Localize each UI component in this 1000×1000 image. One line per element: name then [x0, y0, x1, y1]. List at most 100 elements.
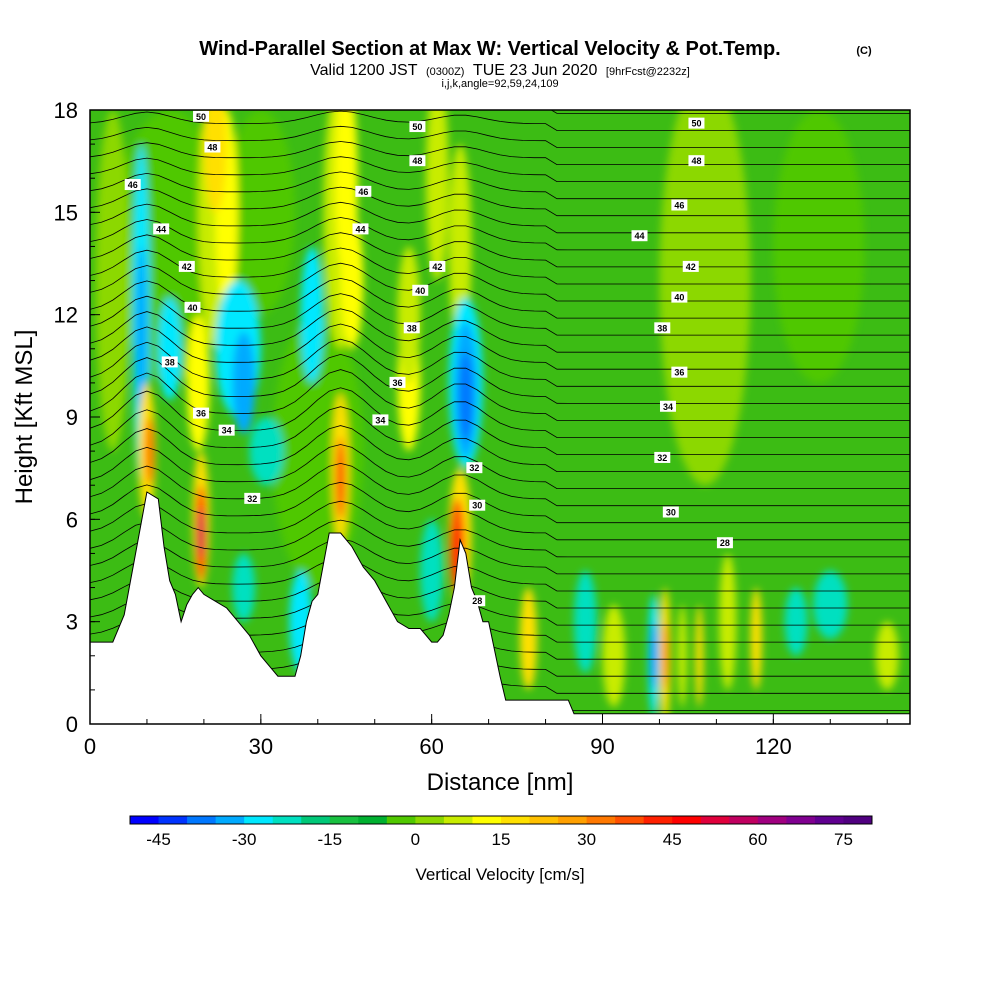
velocity-cell: [336, 437, 345, 520]
theta-label: 34: [218, 424, 235, 436]
theta-label: 36: [389, 376, 406, 388]
theta-label: 40: [184, 301, 201, 313]
colorbar-tick-label: -30: [232, 830, 257, 849]
svg-text:36: 36: [674, 368, 684, 378]
colorbar-swatch: [415, 816, 445, 824]
colorbar-swatch: [187, 816, 217, 824]
colorbar-swatch: [329, 816, 359, 824]
velocity-cell: [198, 509, 204, 557]
theta-contour: [90, 425, 910, 472]
colorbar-tick-label: 30: [577, 830, 596, 849]
theta-contour: [90, 338, 910, 387]
colorbar-tick-label: -15: [317, 830, 342, 849]
theta-label: 48: [204, 141, 221, 153]
y-tick-label: 12: [54, 303, 78, 328]
svg-text:40: 40: [415, 286, 425, 296]
forecast-info: [9hrFcst@2232z]: [606, 66, 690, 78]
theta-label: 44: [352, 223, 369, 235]
colorbar-swatch: [729, 816, 759, 824]
theta-label: 48: [688, 155, 705, 167]
chart-title: Wind-Parallel Section at Max W: Vertical…: [199, 38, 780, 60]
y-tick-label: 3: [66, 610, 78, 635]
svg-text:40: 40: [674, 293, 684, 303]
theta-label: 36: [193, 407, 210, 419]
svg-text:46: 46: [674, 201, 684, 211]
theta-label: 46: [355, 185, 372, 197]
velocity-cell: [519, 587, 538, 690]
colorbar-swatch: [757, 816, 787, 824]
svg-text:32: 32: [247, 494, 257, 504]
x-tick-label: 60: [419, 734, 443, 759]
svg-text:46: 46: [358, 187, 368, 197]
svg-text:36: 36: [196, 409, 206, 419]
x-axis-label: Distance [nm]: [427, 769, 574, 796]
theta-contour: [90, 156, 910, 182]
svg-text:44: 44: [635, 231, 645, 241]
velocity-cell: [226, 110, 295, 315]
svg-text:50: 50: [691, 119, 701, 129]
velocity-cell: [232, 553, 256, 622]
x-tick-label: 120: [755, 734, 792, 759]
velocity-cell: [695, 604, 704, 707]
colorbar-swatch: [301, 816, 331, 824]
svg-text:28: 28: [720, 538, 730, 548]
svg-text:28: 28: [472, 596, 482, 606]
y-tick-label: 18: [54, 98, 78, 123]
theta-label: 40: [671, 291, 688, 303]
theta-contour: [90, 444, 910, 489]
svg-text:38: 38: [657, 323, 667, 333]
theta-contour: [90, 141, 910, 165]
colorbar-swatch: [643, 816, 673, 824]
section-indices: i,j,k,angle=92,59,24,109: [441, 78, 558, 90]
svg-text:30: 30: [666, 508, 676, 518]
theta-contour: [90, 186, 910, 217]
svg-text:40: 40: [187, 303, 197, 313]
colorbar-swatch: [700, 816, 730, 824]
colorbar-swatch: [586, 816, 616, 824]
velocity-cell: [813, 570, 848, 639]
velocity-cell: [719, 553, 737, 690]
colorbar-tick-label: 0: [411, 830, 420, 849]
colorbar-swatch: [501, 816, 531, 824]
velocity-cell: [459, 352, 473, 441]
theta-contour: [90, 519, 910, 558]
svg-text:30: 30: [472, 501, 482, 511]
theta-label: 42: [682, 260, 699, 272]
colorbar: -45 -30 -15 0 15 30 45 60 75: [129, 815, 873, 849]
velocity-cell: [602, 604, 626, 707]
theta-contour: [90, 110, 910, 131]
theta-label: 32: [654, 451, 671, 463]
theta-label: 38: [654, 322, 671, 334]
theta-label: 42: [178, 260, 195, 272]
theta-label: 34: [659, 400, 676, 412]
velocity-cell: [145, 417, 155, 486]
velocity-cell: [158, 297, 182, 400]
svg-text:44: 44: [355, 224, 365, 234]
colorbar-swatch: [472, 816, 502, 824]
colorbar-tick-label: 75: [834, 830, 853, 849]
velocity-cell: [574, 570, 597, 673]
theta-label: 32: [466, 462, 483, 474]
theta-contour: [90, 201, 910, 234]
velocity-cell: [203, 110, 227, 213]
theta-contour: [90, 277, 910, 319]
plot-area: 50 50 50 48 48 48 46 46 46 44 44 44 42 42 42 40 40 40 38 38…: [90, 110, 910, 724]
theta-label: 42: [429, 260, 446, 272]
colorbar-tick-label: -45: [146, 830, 171, 849]
theta-label: 28: [469, 595, 486, 607]
velocity-cell: [677, 604, 687, 707]
x-tick-label: 90: [590, 734, 614, 759]
y-tick-label: 0: [66, 712, 78, 737]
y-tick-label: 9: [66, 405, 78, 430]
theta-contour: [90, 232, 910, 268]
colorbar-swatch: [814, 816, 844, 824]
theta-label: 46: [671, 199, 688, 211]
svg-text:36: 36: [392, 378, 402, 388]
y-tick-label: 6: [66, 507, 78, 532]
theta-label: 50: [409, 121, 426, 133]
colorbar-swatch: [843, 816, 873, 824]
theta-contour: [90, 293, 910, 336]
theta-contour: [550, 110, 910, 114]
svg-text:32: 32: [469, 463, 479, 473]
